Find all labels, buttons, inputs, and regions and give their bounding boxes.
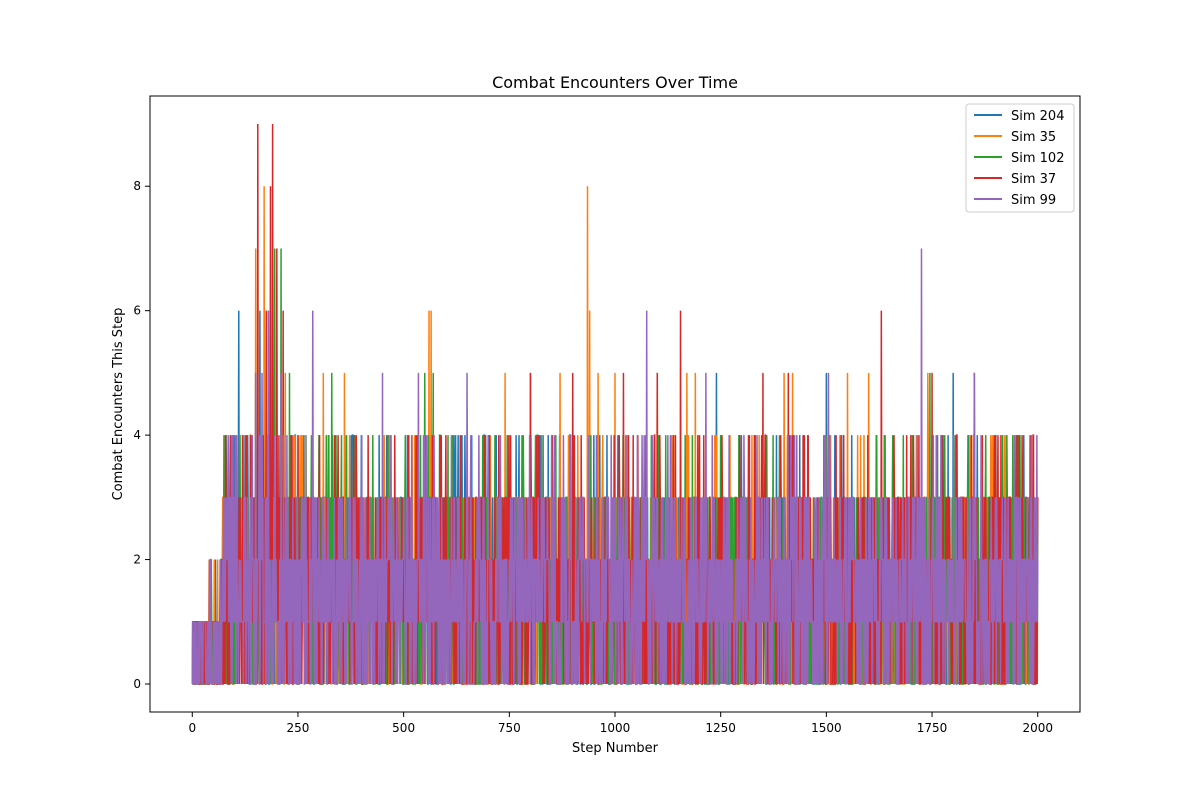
legend-label: Sim 204 <box>1011 109 1064 124</box>
legend-label: Sim 99 <box>1011 193 1056 208</box>
x-tick-label: 1250 <box>705 721 736 735</box>
y-tick-label: 2 <box>133 553 141 567</box>
y-tick-label: 8 <box>133 179 141 193</box>
x-tick-label: 250 <box>287 721 310 735</box>
y-tick-label: 4 <box>133 428 141 442</box>
x-tick-label: 2000 <box>1022 721 1053 735</box>
x-tick-label: 750 <box>498 721 521 735</box>
legend-label: Sim 35 <box>1011 130 1056 145</box>
x-tick-label: 0 <box>188 721 196 735</box>
x-axis-label: Step Number <box>572 741 659 756</box>
legend: Sim 204 Sim 35 Sim 102 Sim 37 Sim 99 <box>965 103 1075 213</box>
legend-label: Sim 102 <box>1011 151 1064 166</box>
y-axis: 0 2 4 6 8 <box>133 179 150 691</box>
legend-frame <box>965 103 1075 213</box>
x-axis: 0 250 500 750 1000 1250 1500 1750 2000 <box>188 712 1053 735</box>
y-tick-label: 0 <box>133 677 141 691</box>
y-axis-label: Combat Encounters This Step <box>111 308 126 501</box>
x-tick-label: 1750 <box>917 721 948 735</box>
x-tick-label: 1000 <box>600 721 631 735</box>
series-line-sim-99 <box>191 248 1039 685</box>
legend-label: Sim 37 <box>1011 172 1056 187</box>
series-layer <box>191 123 1039 685</box>
x-tick-label: 500 <box>392 721 415 735</box>
y-tick-label: 6 <box>133 304 141 318</box>
chart-title: Combat Encounters Over Time <box>492 73 738 92</box>
x-tick-label: 1500 <box>811 721 842 735</box>
